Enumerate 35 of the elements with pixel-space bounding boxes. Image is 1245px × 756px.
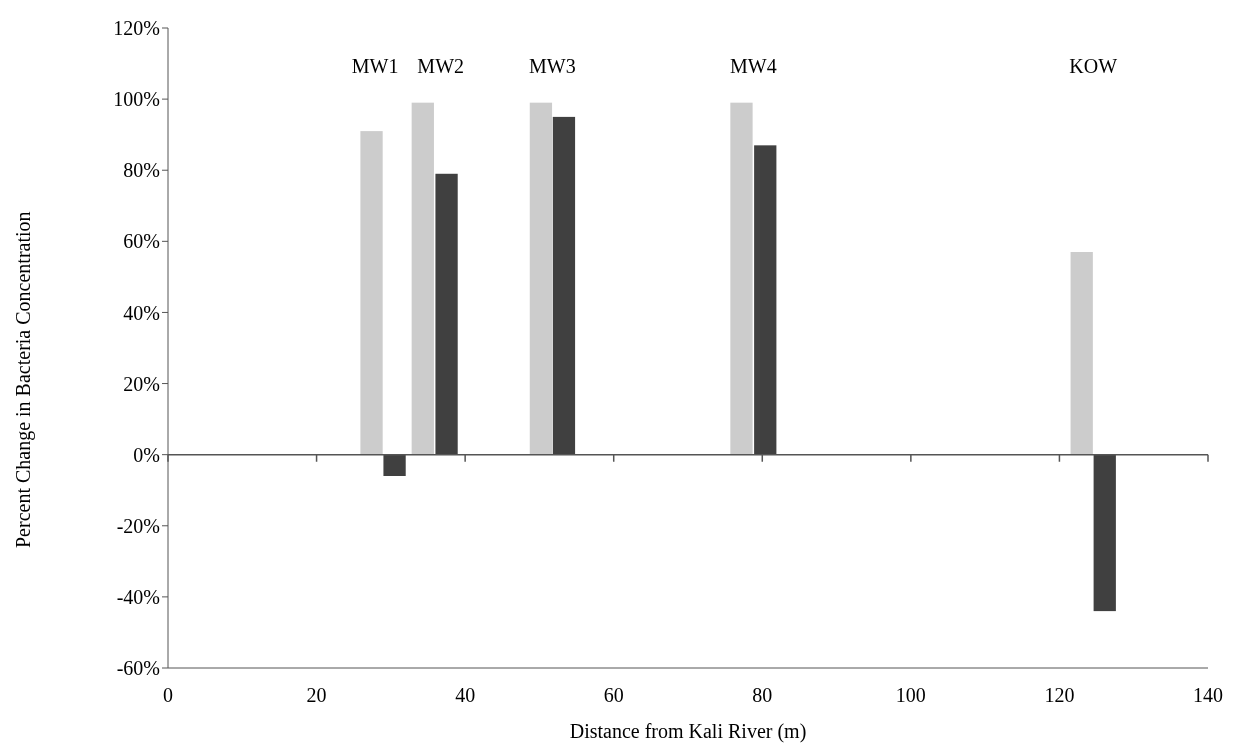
y-tick-label: -60% xyxy=(116,657,160,680)
y-tick-label: 100% xyxy=(113,88,160,111)
bar xyxy=(1093,454,1116,612)
y-axis-title: Percent Change in Bacteria Concentration xyxy=(12,211,36,548)
x-tick-label: 40 xyxy=(455,684,476,707)
annotation: KOW xyxy=(1069,55,1118,77)
annotation: MW4 xyxy=(730,55,777,77)
x-axis-title: Distance from Kali River (m) xyxy=(569,720,807,743)
annotation: MW3 xyxy=(529,55,576,77)
x-tick-label: 80 xyxy=(752,684,773,707)
bar xyxy=(411,102,434,455)
bar xyxy=(552,116,576,455)
y-tick-label: 80% xyxy=(123,159,160,182)
y-tick-label: -20% xyxy=(116,514,160,537)
bar xyxy=(383,454,406,476)
bar xyxy=(360,131,383,455)
x-tick-label: 100 xyxy=(895,684,926,707)
bar xyxy=(435,173,458,455)
x-tick-label: 0 xyxy=(163,684,173,707)
annotation: MW2 xyxy=(417,55,465,77)
annotation: MW1 xyxy=(351,55,399,77)
y-tick-label: 60% xyxy=(123,230,160,253)
y-tick-label: -40% xyxy=(116,585,160,608)
bar xyxy=(754,145,777,455)
y-tick-label: 120% xyxy=(113,17,160,40)
x-tick-label: 120 xyxy=(1044,684,1075,707)
bar xyxy=(730,102,753,455)
x-tick-label: 60 xyxy=(603,684,624,707)
x-tick-label: 140 xyxy=(1193,684,1223,707)
bar xyxy=(1070,252,1093,455)
x-tick-label: 20 xyxy=(306,684,327,707)
bar xyxy=(529,102,553,455)
y-tick-label: 40% xyxy=(123,301,160,324)
y-tick-label: 20% xyxy=(123,372,160,395)
y-tick-label: 0% xyxy=(133,443,160,466)
